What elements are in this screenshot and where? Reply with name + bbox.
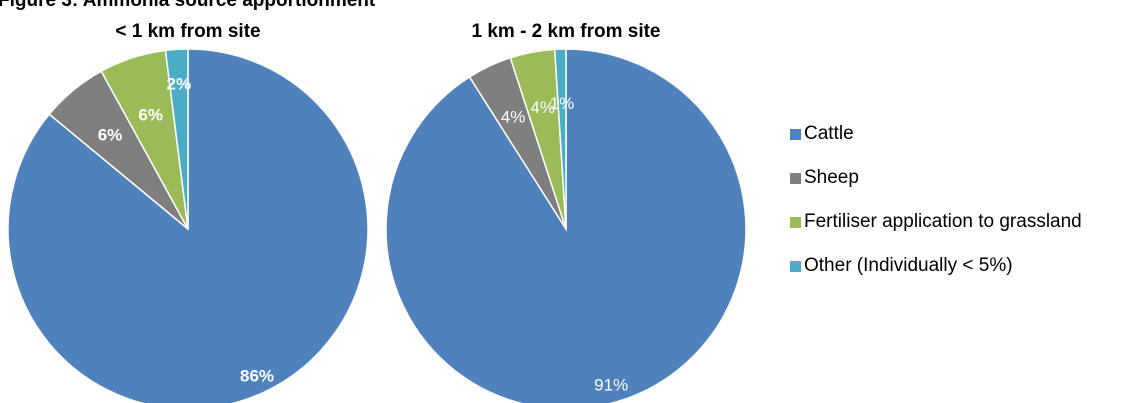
slice-other xyxy=(164,48,189,230)
slice-other xyxy=(553,48,567,230)
legend-label: Sheep xyxy=(804,167,859,188)
data-label: 1% xyxy=(550,94,575,113)
page-title: Figure 3: Ammonia source apportionment xyxy=(0,0,376,11)
slice-cattle xyxy=(7,48,369,403)
legend-item: Sheep xyxy=(790,156,1082,200)
data-label: 91% xyxy=(594,376,628,395)
legend-label: Cattle xyxy=(804,123,854,144)
slice-cattle xyxy=(385,48,747,403)
data-label: 4% xyxy=(530,98,555,117)
legend-label: Other (Individually < 5%) xyxy=(804,255,1013,276)
legend-item: Fertiliser application to grassland xyxy=(790,200,1082,244)
legend-swatch-cattle xyxy=(790,128,801,140)
data-label: 4% xyxy=(501,108,526,127)
data-label: 86% xyxy=(240,367,274,386)
legend-swatch-other xyxy=(790,260,801,272)
legend-item: Other (Individually < 5%) xyxy=(790,244,1082,288)
legend-swatch-sheep xyxy=(790,172,801,184)
legend-label: Fertiliser application to grassland xyxy=(804,211,1082,232)
data-label: 6% xyxy=(98,126,123,145)
data-label: 6% xyxy=(138,105,163,124)
chart-legend: Cattle Sheep Fertiliser application to g… xyxy=(790,112,1082,288)
legend-swatch-fertiliser xyxy=(790,216,801,228)
legend-item: Cattle xyxy=(790,112,1082,156)
data-label: 2% xyxy=(167,75,192,94)
pie-title: < 1 km from site xyxy=(115,21,260,42)
pie-title: 1 km - 2 km from site xyxy=(471,21,660,42)
